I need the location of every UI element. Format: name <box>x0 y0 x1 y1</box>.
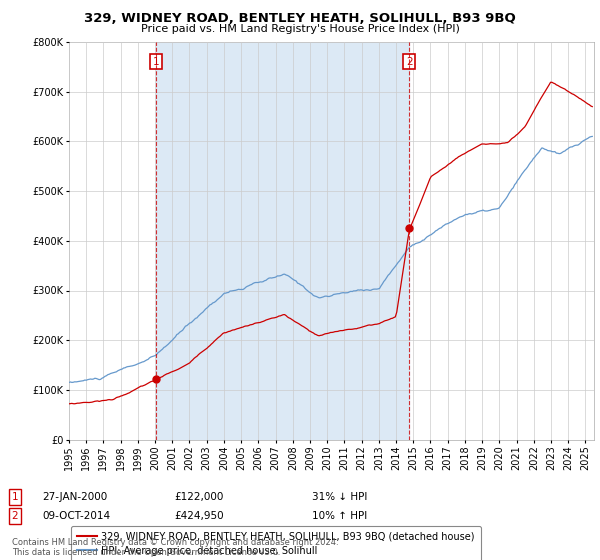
Text: 329, WIDNEY ROAD, BENTLEY HEATH, SOLIHULL, B93 9BQ: 329, WIDNEY ROAD, BENTLEY HEATH, SOLIHUL… <box>84 12 516 25</box>
Text: £122,000: £122,000 <box>174 492 223 502</box>
Text: 27-JAN-2000: 27-JAN-2000 <box>42 492 107 502</box>
Text: 1: 1 <box>153 57 160 67</box>
Legend: 329, WIDNEY ROAD, BENTLEY HEATH, SOLIHULL, B93 9BQ (detached house), HPI: Averag: 329, WIDNEY ROAD, BENTLEY HEATH, SOLIHUL… <box>71 526 481 560</box>
Text: Contains HM Land Registry data © Crown copyright and database right 2024.
This d: Contains HM Land Registry data © Crown c… <box>12 538 338 557</box>
Text: Price paid vs. HM Land Registry's House Price Index (HPI): Price paid vs. HM Land Registry's House … <box>140 24 460 34</box>
Text: 2: 2 <box>406 57 413 67</box>
Text: 10% ↑ HPI: 10% ↑ HPI <box>312 511 367 521</box>
Text: 1: 1 <box>11 492 19 502</box>
Text: £424,950: £424,950 <box>174 511 224 521</box>
Bar <box>156 42 409 440</box>
Text: 09-OCT-2014: 09-OCT-2014 <box>42 511 110 521</box>
Text: 31% ↓ HPI: 31% ↓ HPI <box>312 492 367 502</box>
Text: 2: 2 <box>11 511 19 521</box>
